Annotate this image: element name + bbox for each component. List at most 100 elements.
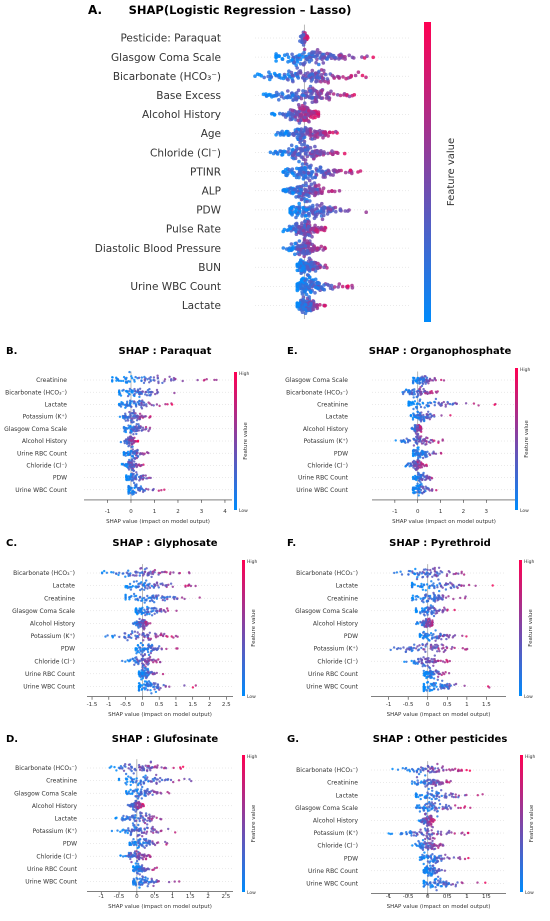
shap-point — [294, 129, 299, 134]
feature-label: Alcohol History — [303, 426, 349, 433]
shap-point — [155, 633, 158, 636]
shap-point — [294, 91, 299, 95]
shap-point — [347, 94, 352, 99]
x-tick-label: 0 — [416, 509, 420, 515]
shap-point — [332, 285, 337, 289]
shap-point — [125, 475, 128, 478]
shap-point — [425, 440, 428, 443]
shap-point — [151, 658, 154, 662]
shap-point — [143, 608, 146, 611]
feature-label: Chloride (Cl⁻) — [26, 463, 67, 470]
shap-point — [137, 376, 141, 379]
shap-points-row — [118, 399, 174, 410]
shap-point — [138, 393, 141, 396]
shap-point — [134, 634, 137, 637]
shap-points-row — [100, 566, 191, 579]
shap-point — [286, 55, 291, 59]
shap-point — [286, 78, 290, 82]
shap-point — [125, 427, 129, 430]
shap-point — [145, 403, 148, 406]
shap-point — [414, 567, 417, 571]
shap-point — [162, 570, 166, 574]
shap-point — [319, 54, 324, 59]
shap-point — [128, 441, 131, 444]
feature-label: PTINR — [190, 166, 221, 178]
shap-point — [346, 209, 350, 213]
shap-point — [309, 170, 314, 174]
x-tick-label: 1 — [153, 509, 157, 515]
shap-point — [452, 402, 455, 405]
shap-point — [433, 415, 436, 418]
shap-point — [127, 775, 130, 778]
panel-label: C. — [6, 538, 17, 549]
shap-point — [335, 93, 340, 97]
shap-point — [146, 378, 149, 381]
shap-point — [430, 379, 433, 382]
shap-point — [134, 649, 137, 652]
shap-point — [138, 415, 141, 419]
shap-point — [423, 390, 427, 393]
shap-point — [158, 404, 161, 408]
feature-label: Urine WBC Count — [306, 684, 358, 691]
shap-points-row — [137, 680, 197, 695]
shap-point — [140, 379, 143, 383]
shap-point — [445, 633, 449, 637]
shap-point — [394, 439, 397, 442]
shap-point — [141, 664, 145, 667]
shap-point — [137, 429, 141, 432]
shap-point — [138, 765, 142, 769]
shap-point — [334, 209, 338, 214]
shap-point — [421, 588, 425, 591]
shap-point — [435, 611, 439, 615]
shap-point — [415, 577, 419, 581]
x-axis-label: SHAP value (impact on model output) — [392, 519, 496, 525]
shap-point — [297, 206, 302, 211]
shap-point — [431, 648, 434, 651]
shap-point — [295, 152, 300, 157]
shap-point — [321, 61, 326, 65]
shap-point — [144, 764, 147, 767]
shap-point — [132, 409, 135, 412]
shap-point — [152, 685, 155, 689]
shap-point — [432, 611, 435, 614]
shap-point — [419, 393, 422, 396]
shap-point — [416, 645, 419, 648]
shap-point — [122, 379, 125, 383]
shap-point — [300, 266, 305, 271]
shap-point — [262, 75, 267, 80]
shap-point — [299, 149, 304, 153]
shap-point — [306, 307, 311, 312]
panel-label: B. — [6, 346, 17, 357]
x-tick-label: 2 — [176, 509, 180, 515]
shap-point — [138, 609, 142, 613]
shap-point — [442, 379, 446, 382]
shap-point — [302, 285, 307, 290]
shap-point — [140, 674, 144, 678]
shap-point — [170, 403, 174, 406]
shap-point — [134, 598, 137, 601]
shap-point — [128, 389, 131, 393]
shap-point — [151, 607, 154, 610]
shap-point — [315, 246, 320, 250]
shap-point — [129, 425, 132, 428]
shap-point — [318, 152, 323, 157]
shap-point — [488, 686, 491, 689]
feature-label: Bicarbonate (HCO₃⁻) — [286, 389, 348, 396]
shap-point — [447, 636, 450, 639]
shap-point — [127, 485, 130, 488]
shap-point — [290, 73, 295, 78]
shap-point — [121, 659, 124, 663]
shap-point — [288, 117, 293, 122]
shap-point — [429, 604, 433, 607]
shap-point — [316, 261, 320, 266]
shap-point — [426, 392, 429, 395]
shap-point — [170, 378, 173, 381]
shap-points-row — [422, 678, 491, 693]
shap-point — [308, 228, 313, 232]
shap-point — [147, 680, 151, 683]
shap-point — [433, 439, 436, 442]
x-tick-label: 0 — [141, 702, 145, 708]
shap-point — [145, 579, 148, 582]
shap-point — [337, 57, 341, 61]
shap-point — [421, 401, 424, 404]
